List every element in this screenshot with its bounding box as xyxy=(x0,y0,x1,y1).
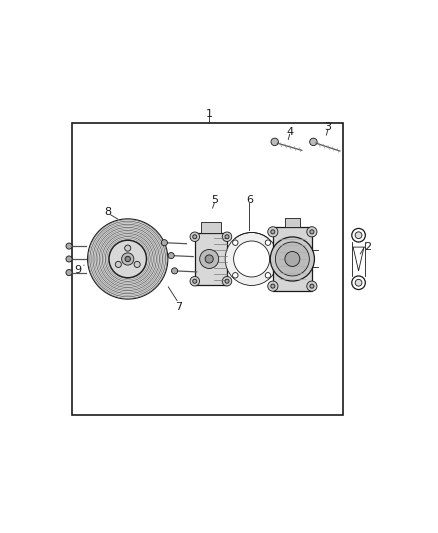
Circle shape xyxy=(168,253,174,259)
Text: 6: 6 xyxy=(246,195,253,205)
Circle shape xyxy=(193,279,197,283)
Circle shape xyxy=(270,237,314,281)
Circle shape xyxy=(122,253,134,265)
Circle shape xyxy=(66,243,72,249)
Text: 7: 7 xyxy=(175,302,182,312)
Polygon shape xyxy=(353,247,364,271)
Circle shape xyxy=(307,281,317,291)
Text: 4: 4 xyxy=(286,127,293,136)
Circle shape xyxy=(307,227,317,237)
Text: 8: 8 xyxy=(104,207,111,217)
Text: 2: 2 xyxy=(364,242,371,252)
Circle shape xyxy=(134,261,140,268)
Circle shape xyxy=(233,272,238,278)
Text: 5: 5 xyxy=(211,195,218,205)
Circle shape xyxy=(285,252,300,266)
Circle shape xyxy=(66,256,72,262)
Circle shape xyxy=(355,232,362,239)
Circle shape xyxy=(115,261,121,268)
Circle shape xyxy=(190,232,200,241)
Circle shape xyxy=(222,232,232,241)
Circle shape xyxy=(200,249,219,269)
Circle shape xyxy=(310,138,317,146)
Circle shape xyxy=(125,256,131,262)
Bar xyxy=(201,222,221,233)
Circle shape xyxy=(222,277,232,286)
Circle shape xyxy=(268,281,278,291)
Circle shape xyxy=(205,255,213,263)
Bar xyxy=(195,233,227,285)
Circle shape xyxy=(172,268,178,274)
Circle shape xyxy=(225,279,229,283)
Circle shape xyxy=(310,284,314,288)
Circle shape xyxy=(271,230,275,234)
Bar xyxy=(273,227,312,291)
Circle shape xyxy=(233,241,270,277)
Circle shape xyxy=(88,219,168,299)
Text: 1: 1 xyxy=(206,109,213,119)
Circle shape xyxy=(161,240,167,246)
Text: 9: 9 xyxy=(74,265,81,275)
Circle shape xyxy=(310,230,314,234)
Circle shape xyxy=(271,138,279,146)
Circle shape xyxy=(225,235,229,239)
Circle shape xyxy=(233,240,238,245)
Circle shape xyxy=(276,242,309,276)
Circle shape xyxy=(125,245,131,251)
Circle shape xyxy=(265,272,271,278)
Text: 3: 3 xyxy=(325,122,332,132)
Circle shape xyxy=(109,240,146,278)
Circle shape xyxy=(66,270,72,276)
Circle shape xyxy=(265,240,271,245)
Circle shape xyxy=(225,232,278,286)
Circle shape xyxy=(268,227,278,237)
Circle shape xyxy=(190,277,200,286)
Circle shape xyxy=(193,235,197,239)
Circle shape xyxy=(271,284,275,288)
Bar xyxy=(285,218,300,227)
Circle shape xyxy=(355,279,362,286)
Bar xyxy=(72,123,343,415)
